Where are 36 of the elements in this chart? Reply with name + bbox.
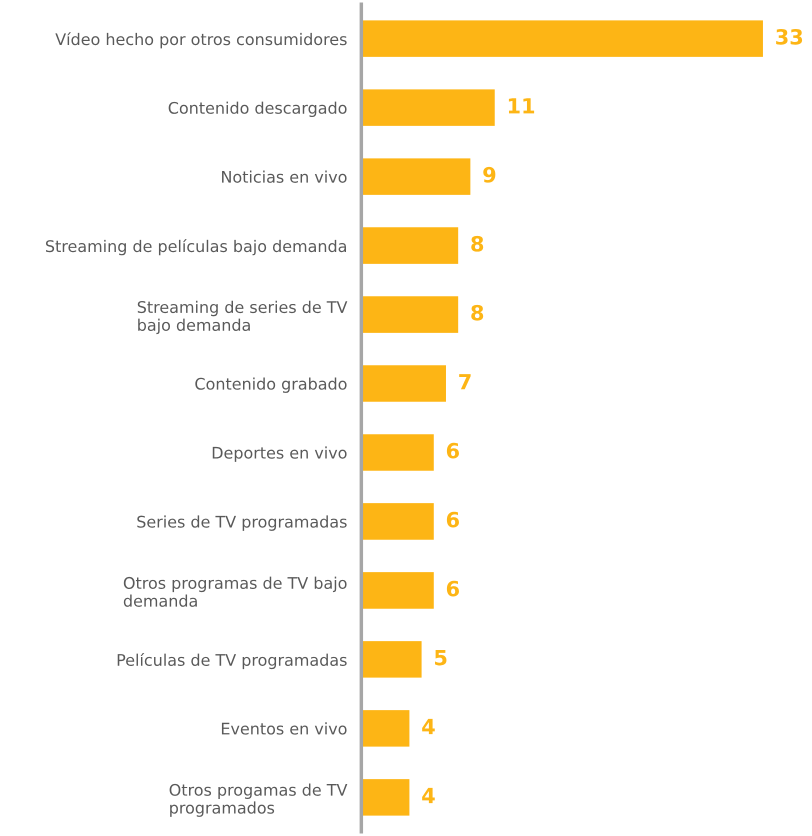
data-label: 4 — [422, 788, 435, 804]
y-tick-label: Series de TV programadas — [137, 515, 347, 531]
y-tick-label: Contenido grabado — [195, 377, 347, 393]
y-tick-label: Otros progamas de TV programados — [170, 784, 348, 817]
data-label: 11 — [508, 98, 534, 114]
data-label: 6 — [446, 580, 459, 596]
y-tick-label: Noticias en vivo — [222, 170, 347, 183]
data-label: 8 — [471, 304, 484, 321]
bar — [361, 156, 472, 196]
data-label: 33 — [776, 28, 802, 45]
data-label: 6 — [446, 442, 459, 459]
y-tick-label: Deportes en vivo — [212, 446, 347, 462]
bar — [361, 570, 436, 610]
data-label: 4 — [422, 718, 435, 734]
data-label: 9 — [483, 166, 496, 183]
data-label: 8 — [471, 236, 484, 252]
y-tick-label: Otros programas de TV bajo demanda — [124, 576, 347, 607]
bar — [361, 640, 423, 680]
data-label: 7 — [459, 374, 471, 390]
bar — [361, 294, 460, 334]
bar — [361, 778, 411, 817]
bar — [361, 502, 436, 542]
data-label: 5 — [435, 650, 446, 666]
y-tick-label: Vídeo hecho por otros consumidores — [55, 32, 347, 48]
y-tick-label: Streaming de series de TV bajo demanda — [138, 300, 348, 334]
bar — [361, 364, 448, 404]
bar — [361, 226, 460, 266]
bar — [361, 88, 496, 128]
data-label: 6 — [446, 512, 459, 528]
bar — [361, 708, 411, 748]
bar — [361, 19, 764, 58]
bar — [361, 432, 436, 472]
y-tick-label: Eventos en vivo — [222, 722, 347, 735]
y-tick-label: Películas de TV programadas — [118, 653, 347, 670]
y-tick-label: Streaming de películas bajo demanda — [46, 239, 346, 256]
y-tick-label: Contenido descargado — [168, 102, 347, 118]
